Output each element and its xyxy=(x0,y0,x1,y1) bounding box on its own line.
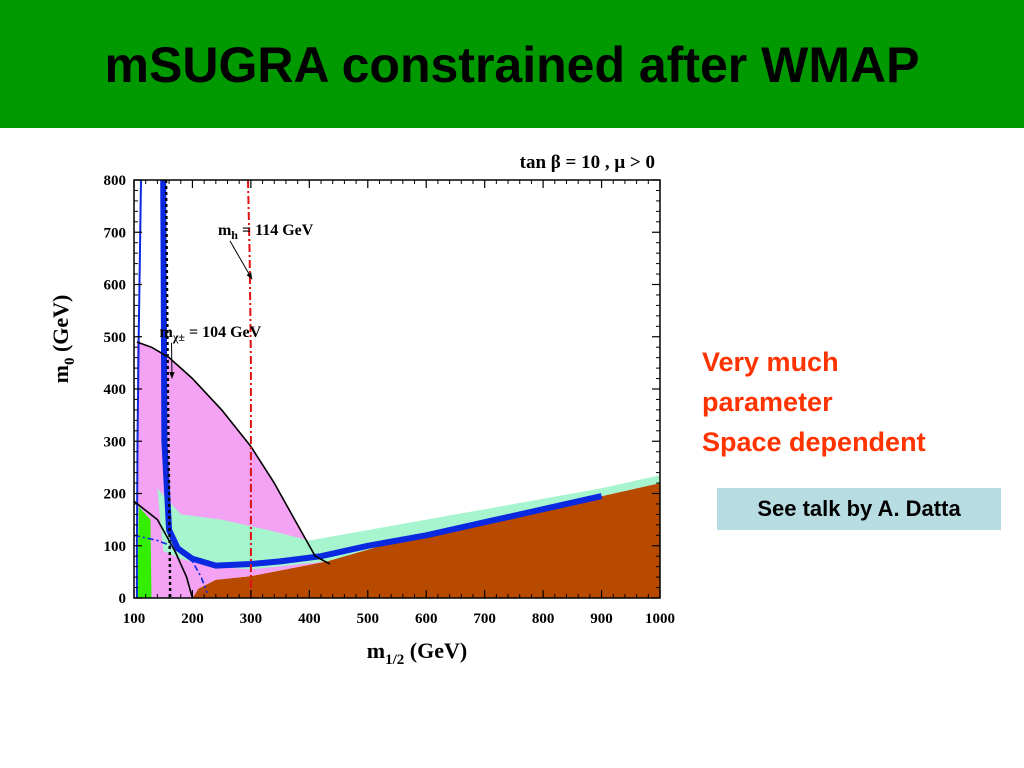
mh-label-arrow xyxy=(229,240,253,280)
black-contour xyxy=(136,341,331,565)
mh-label-main: m xyxy=(218,222,232,239)
y-tick-label-0: 0 xyxy=(119,591,127,607)
mchi-label-arrowhead xyxy=(169,372,175,379)
x-tick-label-6: 700 xyxy=(473,611,496,627)
mint-band xyxy=(157,475,660,570)
see-talk-callout: See talk by A. Datta xyxy=(717,488,1001,530)
black-lower-curve xyxy=(134,500,194,598)
x-axis-label-unit: (GeV) xyxy=(404,638,467,663)
blue-band-curve xyxy=(160,180,603,569)
mchi-label: mχ± = 104 GeV xyxy=(160,324,262,344)
y-tick-label-2: 200 xyxy=(104,487,127,503)
x-tick-label-3: 400 xyxy=(298,611,321,627)
y-axis-label: m0 (GeV) xyxy=(48,295,78,384)
black-dotted-line xyxy=(164,180,172,598)
y-tick-label-3: 300 xyxy=(104,434,127,450)
y-tick-label-5: 500 xyxy=(104,330,127,346)
x-axis-label-main: m xyxy=(367,638,385,663)
y-tick-label-1: 100 xyxy=(104,539,127,555)
side-note-line-2: parameter xyxy=(702,387,833,417)
side-note-line-1: Very much xyxy=(702,347,839,377)
green-strip xyxy=(137,506,152,598)
y-axis-label-main: m xyxy=(48,365,73,383)
red-mh-line xyxy=(247,180,252,598)
y-tick-label-6: 600 xyxy=(104,278,127,294)
x-tick-label-4: 500 xyxy=(357,611,380,627)
mh-label: mh = 114 GeV xyxy=(218,222,314,242)
x-tick-label-9: 1000 xyxy=(645,611,675,627)
plot-layers xyxy=(134,180,660,598)
x-tick-label-0: 100 xyxy=(123,611,146,627)
x-tick-label-8: 900 xyxy=(590,611,613,627)
y-tick-label-7: 700 xyxy=(104,225,127,241)
chart-title: tan β = 10 , μ > 0 xyxy=(520,152,655,173)
side-note-line-3: Space dependent xyxy=(702,427,926,457)
x-axis-label: m1/2 (GeV) xyxy=(367,638,467,668)
mh-label-arrowhead xyxy=(246,272,253,280)
slide-title: mSUGRA constrained after WMAP xyxy=(104,37,920,93)
mh-label-rest: = 114 GeV xyxy=(238,222,314,239)
y-tick-label-4: 400 xyxy=(104,382,127,398)
x-tick-label-5: 600 xyxy=(415,611,438,627)
mchi-label-sub: χ± xyxy=(172,330,186,344)
mh-label-sub: h xyxy=(231,228,238,242)
x-tick-label-1: 200 xyxy=(181,611,204,627)
mchi-label-main: m xyxy=(160,324,174,341)
mchi-label-rest: = 104 GeV xyxy=(185,324,262,341)
x-tick-label-7: 800 xyxy=(532,611,555,627)
x-axis-label-sub: 1/2 xyxy=(385,652,404,668)
side-note: Very much parameter Space dependent xyxy=(702,342,926,462)
y-tick-label-8: 800 xyxy=(104,173,127,189)
x-tick-label-2: 300 xyxy=(240,611,263,627)
slide-header xyxy=(0,0,1024,128)
blue-dashdot-curve xyxy=(134,534,208,594)
y-axis-label-unit: (GeV) xyxy=(48,295,73,358)
y-axis-label-sub: 0 xyxy=(62,358,78,366)
